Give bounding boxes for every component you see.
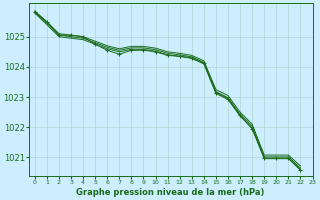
- X-axis label: Graphe pression niveau de la mer (hPa): Graphe pression niveau de la mer (hPa): [76, 188, 265, 197]
